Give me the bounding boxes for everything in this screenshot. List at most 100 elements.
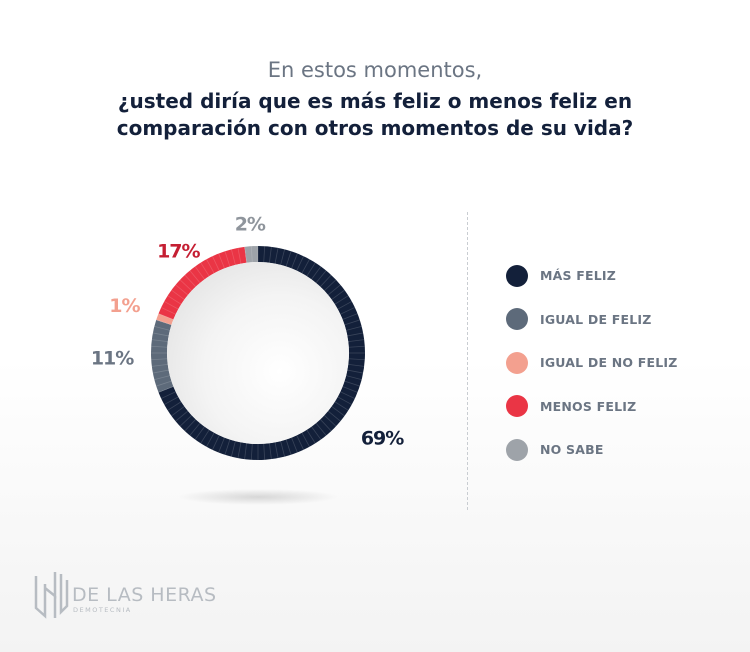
data-label-igual-de-no-feliz: 1% — [109, 295, 140, 317]
ring-segment-divider — [175, 284, 189, 296]
logo-subtitle: DEMOTECNIA — [73, 606, 132, 614]
ring-segment-divider — [324, 415, 337, 427]
ring-segment-divider — [291, 437, 298, 453]
ring-segment-divider — [344, 380, 360, 387]
ring-segment-divider — [179, 415, 192, 427]
ring-segment-divider — [331, 289, 345, 300]
de-las-heras-logo-icon — [34, 572, 69, 619]
ring-segment-divider — [154, 375, 170, 380]
ring-segment-divider — [337, 396, 352, 405]
ring-segment-divider — [152, 332, 169, 337]
ring-segment-divider — [218, 253, 225, 269]
donut-slice-igual-de-feliz — [151, 319, 174, 393]
ring-segment-divider — [164, 301, 179, 310]
legend-label: NO SABE — [540, 442, 604, 458]
ring-segment-divider — [151, 364, 168, 367]
ring-segment-divider — [237, 442, 242, 459]
ring-segment-divider — [167, 401, 182, 411]
ring-segment-divider — [334, 401, 349, 411]
legend-item-menos-feliz: MENOS FELIZ — [506, 385, 678, 429]
ring-segment-divider — [171, 406, 185, 417]
ring-segment-divider — [285, 251, 292, 267]
ring-segment-divider — [340, 391, 355, 399]
ring-segment-divider — [189, 270, 201, 284]
ring-segment-divider — [212, 256, 220, 271]
legend: MÁS FELIZ IGUAL DE FELIZ IGUAL DE NO FELIZ… — [506, 254, 678, 472]
chart-legend-divider — [467, 212, 468, 510]
ring-segment-divider — [301, 259, 310, 274]
ring-segment-divider — [158, 386, 174, 393]
ring-segment-divider — [263, 443, 266, 460]
ring-segment-divider — [296, 256, 304, 271]
legend-swatch — [506, 308, 528, 331]
legend-swatch — [506, 264, 528, 287]
legend-label: IGUAL DE NO FELIZ — [540, 355, 678, 371]
ring-segment-divider — [206, 432, 215, 447]
legend-label: MÁS FELIZ — [540, 268, 617, 284]
ring-segment-divider — [280, 249, 285, 265]
ring-segment-divider — [194, 426, 205, 440]
ring-segment-divider — [194, 266, 205, 280]
ring-segment-divider — [342, 386, 358, 393]
ring-segment-divider — [306, 262, 316, 277]
ring-segment-divider — [167, 295, 182, 305]
ring-segment-divider — [337, 301, 352, 310]
ring-segment-divider — [250, 246, 253, 263]
ring-segment-divider — [212, 435, 220, 450]
ring-segment-divider — [237, 247, 242, 264]
ring-segment-divider — [347, 332, 364, 337]
legend-label: IGUAL DE FELIZ — [540, 311, 652, 327]
ring-segment-divider — [184, 419, 196, 432]
legend-item-igual-de-feliz: IGUAL DE FELIZ — [506, 298, 678, 342]
ring-segment-divider — [331, 406, 345, 417]
ring-segment-divider — [320, 419, 332, 432]
ring-segment-divider — [296, 435, 304, 450]
ring-segment-divider — [206, 259, 215, 274]
data-label-no-sabe: 2% — [235, 213, 266, 235]
ring-segment-divider — [285, 439, 292, 455]
ring-segment-divider — [280, 441, 285, 457]
ring-segment-divider — [151, 345, 168, 348]
ring-segment-divider — [158, 313, 174, 320]
legend-item-igual-de-no-feliz: IGUAL DE NO FELIZ — [506, 341, 678, 385]
ring-segment-divider — [200, 262, 210, 277]
ring-segment-divider — [269, 246, 272, 263]
ring-segment-divider — [348, 339, 365, 342]
ring-segment-divider — [324, 279, 337, 291]
ring-segment-divider — [346, 375, 362, 380]
ring-segment-divider — [189, 422, 201, 436]
ring-segment-divider — [224, 439, 231, 455]
donut-hole — [167, 262, 349, 444]
ring-segment-divider — [250, 443, 253, 460]
donut-slice-no-sabe — [244, 246, 258, 263]
ring-segment-divider — [315, 422, 327, 436]
ring-segment-divider — [218, 437, 225, 453]
ring-segment-divider — [344, 319, 360, 326]
ring-segment-divider — [244, 246, 247, 263]
ring-segment-divider — [274, 247, 279, 264]
ring-segment-divider — [348, 364, 365, 367]
ring-segment-divider — [151, 339, 168, 342]
legend-swatch — [506, 351, 528, 374]
ring-segment-divider — [231, 249, 236, 265]
ring-segment-divider — [161, 307, 176, 315]
ring-segment-divider — [263, 246, 266, 263]
ring-segment-divider — [347, 369, 364, 374]
ring-segment-divider — [291, 253, 298, 269]
ring-segment-divider — [348, 345, 365, 348]
legend-swatch — [506, 395, 528, 418]
ring-segment-divider — [301, 432, 310, 447]
data-label-mas-feliz: 69% — [361, 427, 404, 449]
ring-segment-divider — [244, 443, 247, 460]
ring-segment-divider — [224, 251, 231, 267]
ring-segment-divider — [311, 426, 322, 440]
ring-segment-divider — [320, 274, 332, 287]
donut-slice-menos-feliz — [158, 246, 247, 320]
donut-slice-igual-de-no-feliz — [156, 313, 174, 325]
ring-segment-divider — [171, 289, 185, 300]
ring-segment-divider — [152, 369, 169, 374]
ring-segment-divider — [231, 441, 236, 457]
ring-segment-divider — [311, 266, 322, 280]
ring-segment-divider — [348, 358, 365, 361]
